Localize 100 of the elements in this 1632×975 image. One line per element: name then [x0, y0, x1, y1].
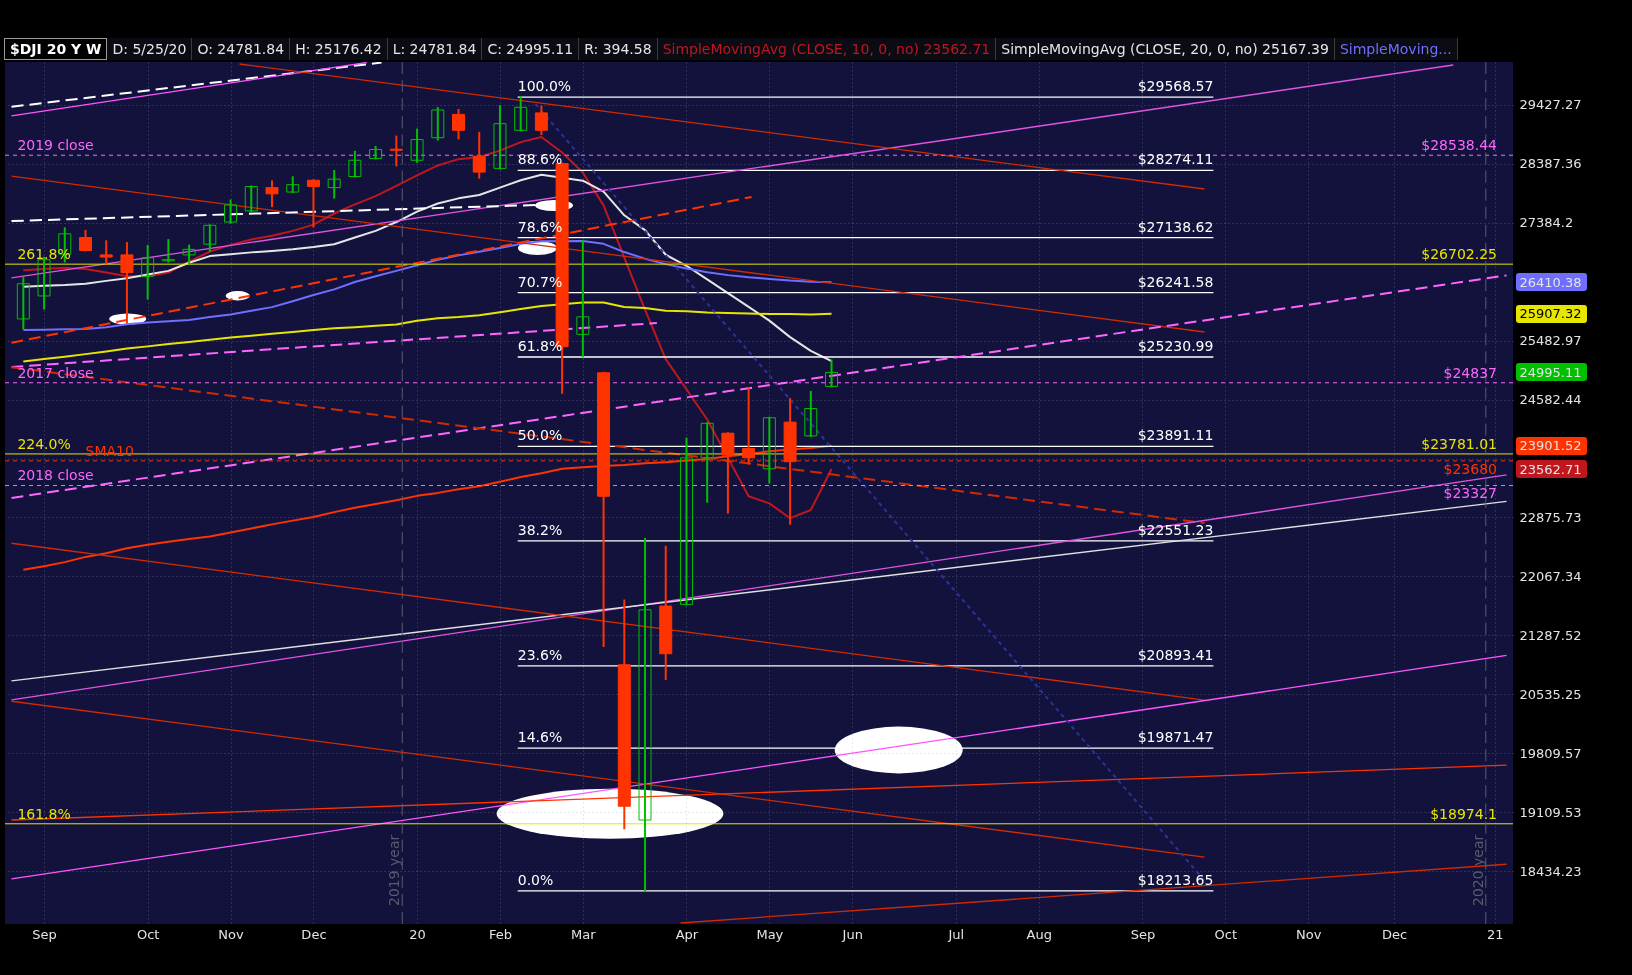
x-tick-label: Sep	[32, 926, 57, 942]
x-tick-label: 21	[1486, 926, 1504, 942]
y-tick-label: 27384.2	[1519, 215, 1574, 231]
ref-line-label: $26702.25	[1421, 246, 1497, 263]
x-tick-label: Dec	[1381, 926, 1408, 942]
candlestick	[825, 359, 839, 388]
y-tick-label: 22875.73	[1519, 510, 1582, 525]
candlestick	[224, 199, 238, 224]
y-tick-label: 23562.71	[1519, 461, 1582, 477]
ref-line-label: $23680	[1443, 460, 1497, 477]
candlestick	[244, 185, 258, 213]
candlestick	[16, 277, 30, 330]
y-tick-label: 18434.23	[1519, 863, 1582, 879]
data-label: $28274.11	[1137, 151, 1214, 168]
x-tick-label: May	[756, 926, 784, 942]
candlestick	[472, 131, 486, 179]
candlestick	[286, 176, 300, 194]
candlestick	[493, 105, 507, 170]
y-tick-label: 22067.34	[1519, 568, 1582, 584]
ref-line-label: 2020 year	[1469, 834, 1486, 906]
annotation: 2019 close	[17, 137, 94, 154]
ref-line-label: $23327	[1443, 485, 1497, 502]
data-label: $29568.57	[1137, 78, 1214, 95]
series-label: 100.0%	[517, 78, 572, 95]
data-label: $19871.47	[1137, 729, 1214, 746]
series-label: 14.6%	[517, 729, 563, 746]
annotation: 2018 close	[17, 467, 94, 484]
data-label: $20893.41	[1137, 646, 1214, 663]
ref-line-label: 2019 year	[386, 834, 403, 906]
annotation: 161.8%	[17, 805, 71, 822]
series-label: 0.0%	[517, 871, 554, 888]
candlestick	[679, 437, 693, 606]
y-tick-label: 24582.44	[1519, 392, 1582, 408]
ref-line-label: $18974.1	[1430, 805, 1497, 822]
y-tick-label: 24995.11	[1519, 364, 1582, 380]
ref-line-label: $28538.44	[1421, 137, 1498, 154]
x-tick-label: Jun	[841, 926, 863, 942]
y-tick-label: 28387.36	[1519, 156, 1582, 172]
y-tick-label: 20535.25	[1519, 686, 1582, 702]
candlestick	[638, 538, 652, 892]
chart-subtitle: D: 5/25/20 O: 24781.84 H: 25176.42 L: 24781.84 C: 24995.11 R: 394.58	[111, 40, 653, 59]
data-label: $23891.11	[1137, 427, 1214, 444]
x-tick-label: Mar	[571, 926, 597, 942]
candlestick	[389, 135, 403, 167]
annotation: SMA10	[85, 442, 134, 459]
y-tick-label: 19109.53	[1519, 804, 1582, 820]
y-tick-label: 25907.32	[1519, 306, 1582, 322]
candlestick	[265, 180, 279, 208]
candlestick	[203, 224, 217, 252]
candlestick	[369, 145, 383, 160]
series-label: 50.0%	[517, 427, 563, 444]
candlestick	[452, 108, 466, 140]
candlestick	[182, 244, 196, 265]
y-tick-label: 21287.52	[1519, 627, 1582, 643]
candlestick	[410, 128, 424, 163]
x-tick-label: Nov	[1295, 926, 1322, 942]
data-label: $22551.23	[1137, 521, 1214, 538]
data-label: $26241.58	[1137, 273, 1214, 290]
x-tick-label: Apr	[675, 926, 699, 942]
series-label: 38.2%	[517, 521, 563, 538]
x-tick-label: Oct	[1214, 926, 1238, 942]
candlestick	[514, 96, 528, 132]
candlestick	[431, 107, 445, 141]
x-tick-label: Aug	[1026, 926, 1052, 942]
candlestick	[576, 240, 590, 358]
candlestick	[348, 150, 362, 178]
candlestick	[141, 245, 155, 300]
data-label: $25230.99	[1137, 337, 1214, 354]
annotation: 2017 close	[17, 364, 94, 381]
chart-title: $DJI 20 Y W	[4, 38, 108, 60]
candlestick	[306, 179, 320, 228]
x-tick-label: Feb	[488, 926, 512, 942]
candlestick	[78, 229, 92, 252]
annotation: 224.0%	[17, 435, 71, 452]
data-label: $27138.62	[1137, 218, 1214, 235]
candlestick	[99, 240, 113, 265]
ref-line-label: $23781.01	[1421, 435, 1497, 452]
x-tick-label: Jul	[947, 926, 965, 942]
x-tick-label: 20	[409, 926, 426, 942]
candlestick	[120, 242, 134, 324]
x-tick-label: Oct	[136, 926, 160, 942]
candlestick	[327, 170, 341, 199]
y-tick-label: 19809.57	[1519, 745, 1582, 761]
y-tick-label: 23901.52	[1519, 438, 1582, 454]
text: SimpleMovingAvg (CLOSE, 20, 0, no) 25167.39	[996, 38, 1335, 60]
candlestick	[804, 390, 818, 437]
y-tick-label: 25482.97	[1519, 333, 1582, 349]
line-series	[22, 301, 833, 363]
text: SimpleMoving...	[1334, 38, 1458, 60]
x-tick-label: Nov	[218, 926, 245, 942]
series-label: 23.6%	[517, 646, 563, 663]
candlestick	[161, 239, 175, 263]
candlestick	[534, 105, 548, 135]
data-label: $18213.65	[1137, 871, 1214, 888]
y-tick-label: 26410.38	[1519, 274, 1582, 290]
series-label: 88.6%	[517, 151, 563, 168]
y-tick-label: 29427.27	[1519, 97, 1582, 113]
ref-line-label: $24837	[1443, 364, 1497, 381]
x-tick-label: Dec	[301, 926, 327, 942]
text: SimpleMovingAvg (CLOSE, 10, 0, no) 23562.71	[657, 38, 997, 60]
